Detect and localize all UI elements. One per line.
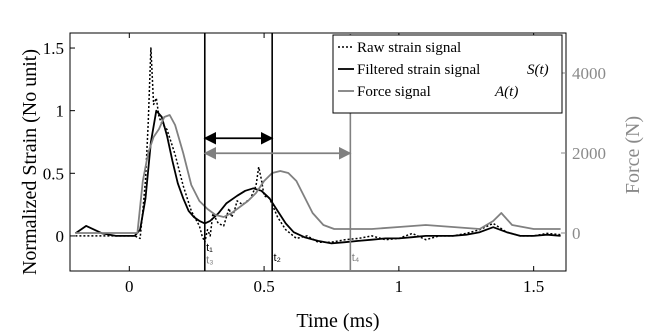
annotation-3: t₂ [274,252,281,264]
y2-tick-label-1: 0 [572,224,581,243]
y-tick-label-1: 0 [56,227,65,246]
annotation-4: t₄ [352,252,360,264]
x-tick-label-3: 1 [395,277,404,296]
x-tick-label-1: 0 [125,277,134,296]
annotation-2: t₃ [206,254,214,266]
y-tick-label-4: 1.5 [43,39,64,58]
y-tick-label-2: 0.5 [43,164,64,183]
legend-box [332,34,563,114]
annotation-1: t₁ [206,242,213,254]
series-line-3 [75,114,561,234]
y2-tick-label-2: 2000 [572,144,606,163]
y-axis-title: Normalized Strain (No unit) [19,49,41,275]
y2-tick-label-3: 4000 [572,64,606,83]
plot-frame [69,32,567,272]
plot-border [69,32,567,272]
legend-math-2: S(t) [527,62,549,78]
legend-label-1: Raw strain signal [357,40,461,56]
x-axis-title: Time (ms) [296,310,379,332]
legend-label-3: Force signal [357,84,431,100]
y2-axis-title: Force (N) [622,116,644,194]
legend: Raw strain signal Filtered strain signal S… [332,34,563,114]
x-tick-label-4: 1.5 [523,277,544,296]
legend-label-2: Filtered strain signal [357,62,480,78]
legend-math-3: A(t) [494,84,518,100]
y-tick-label-3: 1 [56,102,65,121]
axes-layer: 0 0.5 1 1.5 0 0.5 1 1.5 0 2000 4000 [43,33,606,296]
x-tick-label-2: 0.5 [253,277,274,296]
series-layer [74,47,561,245]
